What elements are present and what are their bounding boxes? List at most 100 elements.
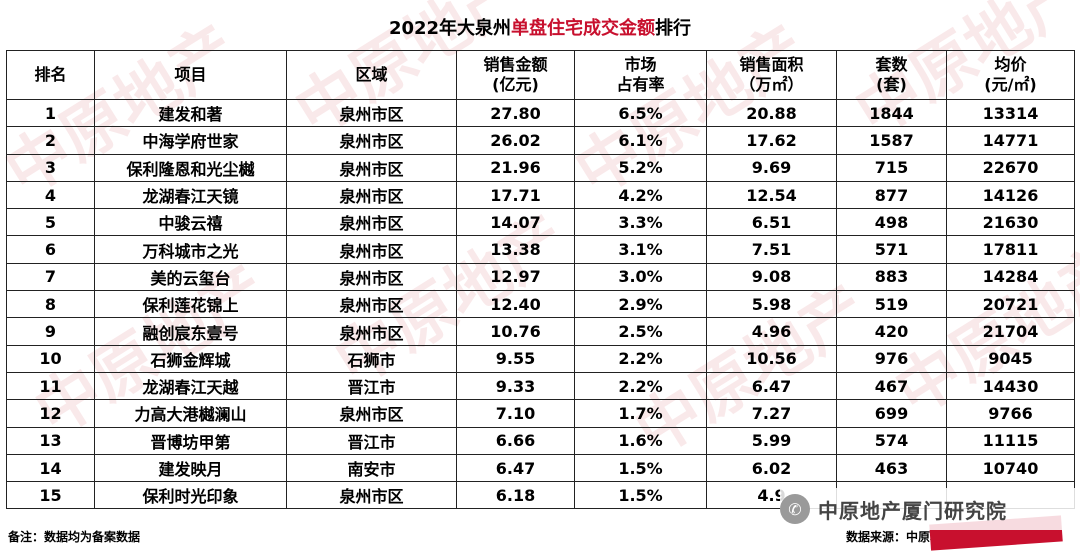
table-row: 4 龙湖春江天镜 泉州市区 17.71 4.2% 12.54 877 14126 — [6, 180, 1075, 210]
header-row: 排名 项目 区域 销售金额 (亿元) 市场 占有率 销售面积 （万㎡） 套数 (套) 均价 (… — [6, 50, 1075, 100]
table-cell: 泉州市区 — [286, 399, 457, 428]
table-cell: 晋博坊甲第 — [94, 426, 287, 455]
table-cell: 17.71 — [456, 180, 575, 210]
table-cell: 龙湖春江天镜 — [94, 180, 287, 210]
table-cell: 石狮市 — [286, 344, 457, 373]
table-row: 10 石狮金辉城 石狮市 9.55 2.2% 10.56 976 9045 — [6, 344, 1075, 373]
column-header: 排名 — [6, 50, 95, 100]
table-cell: 泉州市区 — [286, 153, 457, 182]
table-cell: 1.7% — [574, 399, 707, 428]
table-cell: 3.3% — [574, 208, 707, 237]
table-cell: 13.38 — [456, 235, 575, 264]
ranking-table: 排名 项目 区域 销售金额 (亿元) 市场 占有率 销售面积 （万㎡） 套数 (套) 均价 (… — [6, 50, 1075, 510]
table-cell: 2.2% — [574, 344, 707, 373]
table-cell: 3.0% — [574, 262, 707, 292]
table-cell: 1.5% — [574, 453, 707, 483]
table-cell: 14.07 — [456, 208, 575, 237]
table-cell: 12.40 — [456, 290, 575, 319]
table-cell: 建发和著 — [94, 98, 287, 128]
table-cell: 南安市 — [286, 453, 457, 483]
table-cell: 2.2% — [574, 371, 707, 401]
table-cell: 1 — [6, 98, 95, 128]
table-cell: 4.2% — [574, 180, 707, 210]
table-cell: 泉州市区 — [286, 317, 457, 346]
table-cell: 6.18 — [456, 481, 575, 510]
table-cell: 26.02 — [456, 126, 575, 155]
title-suffix: 排行 — [655, 18, 692, 39]
table-cell: 715 — [836, 153, 947, 182]
table-cell: 泉州市区 — [286, 262, 457, 292]
table-cell: 建发映月 — [94, 453, 287, 483]
table-cell: 6.5% — [574, 98, 707, 128]
table-row: 11 龙湖春江天越 晋江市 9.33 2.2% 6.47 467 14430 — [6, 371, 1075, 401]
table-cell: 21.96 — [456, 153, 575, 182]
table-cell: 467 — [836, 371, 947, 401]
table-cell: 泉州市区 — [286, 481, 457, 510]
table-cell: 晋江市 — [286, 426, 457, 455]
title-prefix: 2022年大泉州 — [388, 18, 512, 39]
table-cell: 420 — [836, 317, 947, 346]
table-row: 14 建发映月 南安市 6.47 1.5% 6.02 463 10740 — [6, 453, 1075, 483]
table-cell: 519 — [836, 290, 947, 319]
table-cell: 498 — [836, 208, 947, 237]
table-cell: 9.55 — [456, 344, 575, 373]
table-row: 8 保利莲花锦上 泉州市区 12.40 2.9% 5.98 519 20721 — [6, 290, 1075, 319]
table-cell: 14 — [6, 453, 95, 483]
table-row: 1 建发和著 泉州市区 27.80 6.5% 20.88 1844 13314 — [6, 98, 1075, 128]
table-cell: 6.47 — [706, 371, 837, 401]
table-cell: 10740 — [946, 453, 1075, 483]
table-cell: 泉州市区 — [286, 98, 457, 128]
table-cell: 574 — [836, 426, 947, 455]
title-highlight: 单盘住宅成交金额 — [511, 18, 656, 39]
table-cell: 6.66 — [456, 426, 575, 455]
table-cell: 12 — [6, 399, 95, 428]
table-cell: 2 — [6, 126, 95, 155]
table-cell: 1.5% — [574, 481, 707, 510]
table-cell: 保利隆恩和光尘樾 — [94, 153, 287, 182]
table-cell: 15 — [6, 481, 95, 510]
column-header: 套数 (套) — [836, 50, 947, 100]
table-title: 2022年大泉州单盘住宅成交金额排行 — [6, 14, 1074, 40]
column-header: 销售金额 (亿元) — [456, 50, 575, 100]
table-cell: 保利莲花锦上 — [94, 290, 287, 319]
table-cell: 融创宸东壹号 — [94, 317, 287, 346]
column-header: 市场 占有率 — [574, 50, 707, 100]
table-cell: 7.10 — [456, 399, 575, 428]
table-cell: 11 — [6, 371, 95, 401]
table-cell: 万科城市之光 — [94, 235, 287, 264]
table-cell: 5 — [6, 208, 95, 237]
table-cell: 699 — [836, 399, 947, 428]
table-cell: 976 — [836, 344, 947, 373]
table-cell: 14126 — [946, 180, 1075, 210]
table-cell: 10.76 — [456, 317, 575, 346]
table-cell: 12.97 — [456, 262, 575, 292]
table-cell: 1587 — [836, 126, 947, 155]
table-cell: 泉州市区 — [286, 208, 457, 237]
table-cell: 保利时光印象 — [94, 481, 287, 510]
table-cell: 美的云玺台 — [94, 262, 287, 292]
table-cell: 9045 — [946, 344, 1075, 373]
badge-name: 中原地产厦门研究院 — [818, 498, 1007, 523]
table-cell: 3.1% — [574, 235, 707, 264]
footer-note: 备注：数据均为备案数据 — [8, 530, 141, 544]
wechat-icon: ✆ — [780, 494, 810, 524]
table-cell: 晋江市 — [286, 371, 457, 401]
table-cell: 泉州市区 — [286, 180, 457, 210]
table-cell: 10.56 — [706, 344, 837, 373]
table-cell: 1844 — [836, 98, 947, 128]
table-cell: 4 — [6, 180, 95, 210]
table-cell: 877 — [836, 180, 947, 210]
table-cell: 20.88 — [706, 98, 837, 128]
table-cell: 3 — [6, 153, 95, 182]
table-cell: 6.02 — [706, 453, 837, 483]
table-row: 12 力高大港樾澜山 泉州市区 7.10 1.7% 7.27 699 9766 — [6, 399, 1075, 428]
table-cell: 12.54 — [706, 180, 837, 210]
table-row: 6 万科城市之光 泉州市区 13.38 3.1% 7.51 571 17811 — [6, 235, 1075, 264]
column-header: 区域 — [286, 50, 457, 100]
table-cell: 14284 — [946, 262, 1075, 292]
table-cell: 14771 — [946, 126, 1075, 155]
table-cell: 力高大港樾澜山 — [94, 399, 287, 428]
table-cell: 10 — [6, 344, 95, 373]
table-cell: 中骏云禧 — [94, 208, 287, 237]
table-cell: 9.33 — [456, 371, 575, 401]
